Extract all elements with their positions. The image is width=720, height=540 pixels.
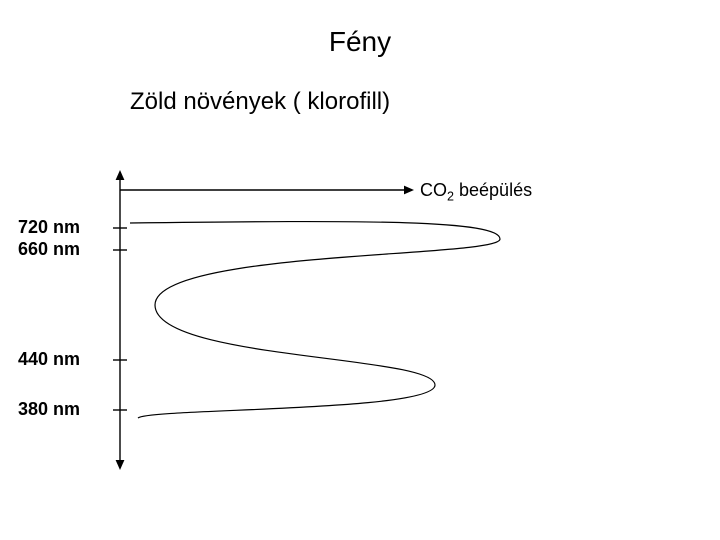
x-axis-label: CO2 beépülés — [420, 180, 532, 204]
y-tick-label: 380 nm — [18, 399, 80, 420]
y-tick-label: 660 nm — [18, 239, 80, 260]
x-axis-label-sub: 2 — [447, 190, 454, 204]
page-title: Fény — [0, 26, 720, 58]
response-curve — [130, 222, 500, 418]
y-axis — [116, 170, 125, 470]
x-axis-label-pre: CO — [420, 180, 447, 200]
spectrum-plot — [120, 160, 590, 480]
x-axis-label-post: beépülés — [454, 180, 532, 200]
diagram-stage: Fény Zöld növények ( klorofill) CO2 beép… — [0, 0, 720, 540]
y-tick-label: 720 nm — [18, 217, 80, 238]
subtitle: Zöld növények ( klorofill) — [130, 88, 390, 116]
y-tick-label: 440 nm — [18, 349, 80, 370]
x-axis-arrow — [120, 186, 414, 195]
